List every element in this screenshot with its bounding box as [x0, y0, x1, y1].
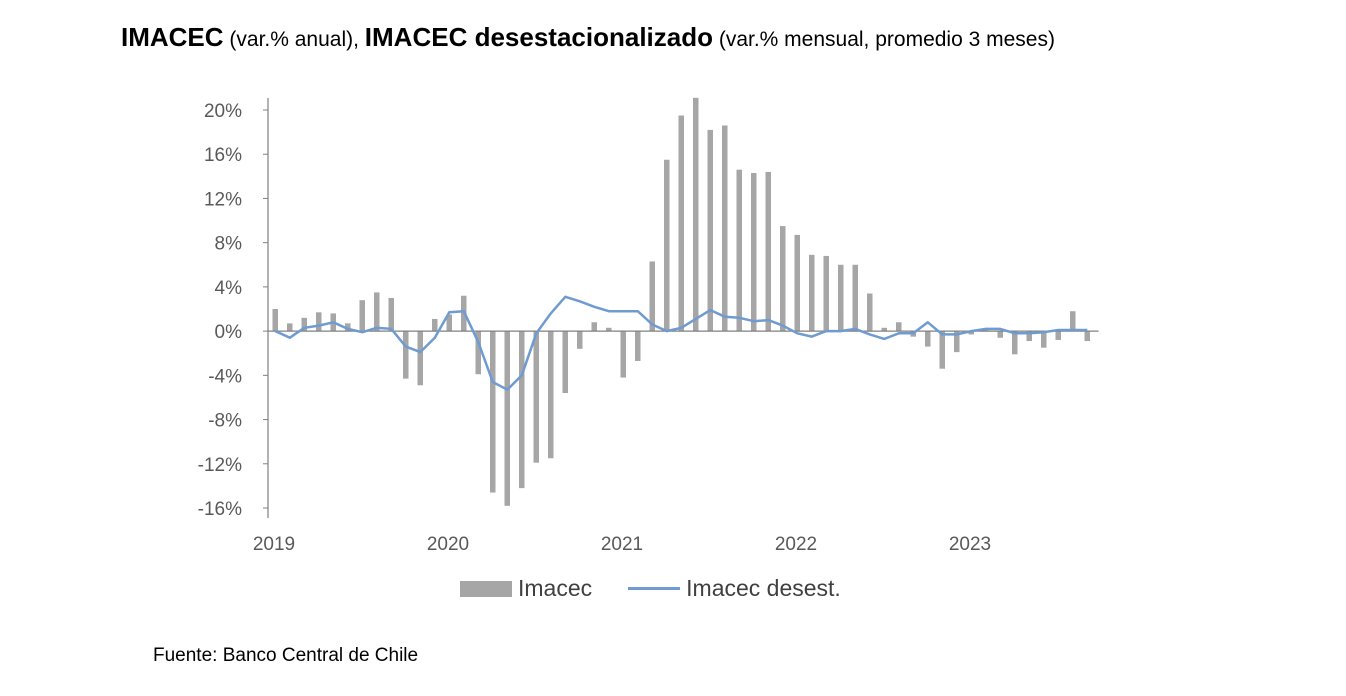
- bar-imacec: [968, 331, 974, 335]
- bar-imacec: [1055, 331, 1061, 340]
- bar-imacec: [272, 309, 278, 332]
- bar-imacec: [345, 323, 351, 332]
- y-tick-label: 0%: [215, 322, 243, 343]
- legend-label-imacec: Imacec: [518, 575, 593, 601]
- bar-imacec: [519, 331, 525, 489]
- bar-imacec: [780, 226, 786, 332]
- bar-imacec: [867, 293, 873, 332]
- bar-imacec: [490, 331, 496, 493]
- title-bold-1: IMACEC: [121, 22, 224, 52]
- legend-label-imacec-desest: Imacec desest.: [686, 575, 841, 601]
- chart-title: IMACEC (var.% anual), IMACEC desestacion…: [121, 22, 1055, 53]
- bar-imacec: [403, 331, 409, 379]
- bar-imacec: [620, 331, 626, 378]
- y-tick-label: 4%: [215, 278, 243, 299]
- legend-swatch-bar: [460, 580, 512, 597]
- bar-imacec: [722, 125, 728, 332]
- bar-imacec: [374, 292, 380, 332]
- legend: Imacec Imacec desest.: [460, 575, 841, 602]
- bar-imacec: [432, 318, 438, 332]
- bar-imacec: [591, 322, 597, 332]
- bar-imacec: [606, 327, 612, 332]
- y-tick-label: -4%: [208, 366, 242, 387]
- bar-imacec: [997, 331, 1003, 338]
- y-tick-label: -12%: [198, 455, 242, 476]
- bar-imacec: [1041, 331, 1047, 348]
- title-rest-1: (var.% anual),: [223, 28, 365, 51]
- bar-imacec: [881, 327, 887, 332]
- bar-imacec: [446, 314, 452, 332]
- bar-imacec: [896, 322, 902, 332]
- x-tick-label: 2021: [601, 534, 643, 555]
- bar-imacec: [1084, 331, 1090, 342]
- x-tick-label: 2023: [949, 534, 991, 555]
- bar-imacec: [635, 331, 641, 361]
- bar-imacec: [475, 331, 481, 375]
- y-tick-label: -16%: [198, 499, 242, 520]
- bar-imacec: [417, 331, 423, 386]
- source-note: Fuente: Banco Central de Chile: [153, 645, 419, 666]
- bar-imacec: [649, 261, 655, 332]
- bar-imacec: [504, 331, 510, 506]
- bar-imacec: [359, 300, 365, 332]
- bar-series-imacec: [272, 97, 1090, 506]
- bar-imacec: [736, 169, 742, 332]
- y-tick-label: 20%: [204, 101, 242, 122]
- bar-imacec: [707, 129, 713, 332]
- bar-imacec: [939, 331, 945, 369]
- bar-imacec: [1070, 311, 1076, 332]
- x-tick-label: 2022: [775, 534, 817, 555]
- bar-imacec: [1012, 331, 1018, 355]
- line-series-imacec-desest: [274, 295, 1088, 391]
- bar-imacec: [562, 331, 568, 394]
- y-tick-label: 8%: [215, 234, 243, 255]
- bar-imacec: [809, 254, 815, 332]
- bar-imacec: [852, 264, 858, 332]
- bar-imacec: [548, 331, 554, 459]
- x-axis-ticks: 2019 2020 2021 2022 2023: [253, 534, 991, 555]
- y-axis-ticks: -16% -12% -8% -4% 0% 4% 8% 12% 16% 20%: [198, 101, 268, 520]
- bar-imacec: [533, 331, 539, 463]
- bar-imacec: [823, 255, 829, 332]
- x-tick-label: 2019: [253, 534, 295, 555]
- bar-imacec: [287, 323, 293, 332]
- bar-imacec: [577, 331, 583, 349]
- bar-imacec: [693, 97, 699, 332]
- bar-imacec: [388, 297, 394, 332]
- bar-imacec: [678, 115, 684, 332]
- y-tick-label: 12%: [204, 189, 242, 210]
- title-bold-2: IMACEC desestacionalizado: [364, 22, 713, 52]
- bar-imacec: [316, 312, 322, 332]
- y-tick-label: 16%: [204, 145, 242, 166]
- title-rest-2: (var.% mensual, promedio 3 meses): [713, 28, 1055, 51]
- bar-imacec: [925, 331, 931, 347]
- bar-imacec: [751, 173, 757, 332]
- bar-imacec: [301, 317, 307, 332]
- bar-imacec: [954, 331, 960, 353]
- bar-imacec: [664, 159, 670, 332]
- bar-imacec: [765, 171, 771, 332]
- x-tick-label: 2020: [427, 534, 469, 555]
- bar-imacec: [1026, 331, 1032, 342]
- legend-swatch-line: [628, 587, 681, 590]
- bar-imacec: [838, 264, 844, 332]
- y-tick-label: -8%: [208, 411, 242, 432]
- bar-imacec: [794, 234, 800, 332]
